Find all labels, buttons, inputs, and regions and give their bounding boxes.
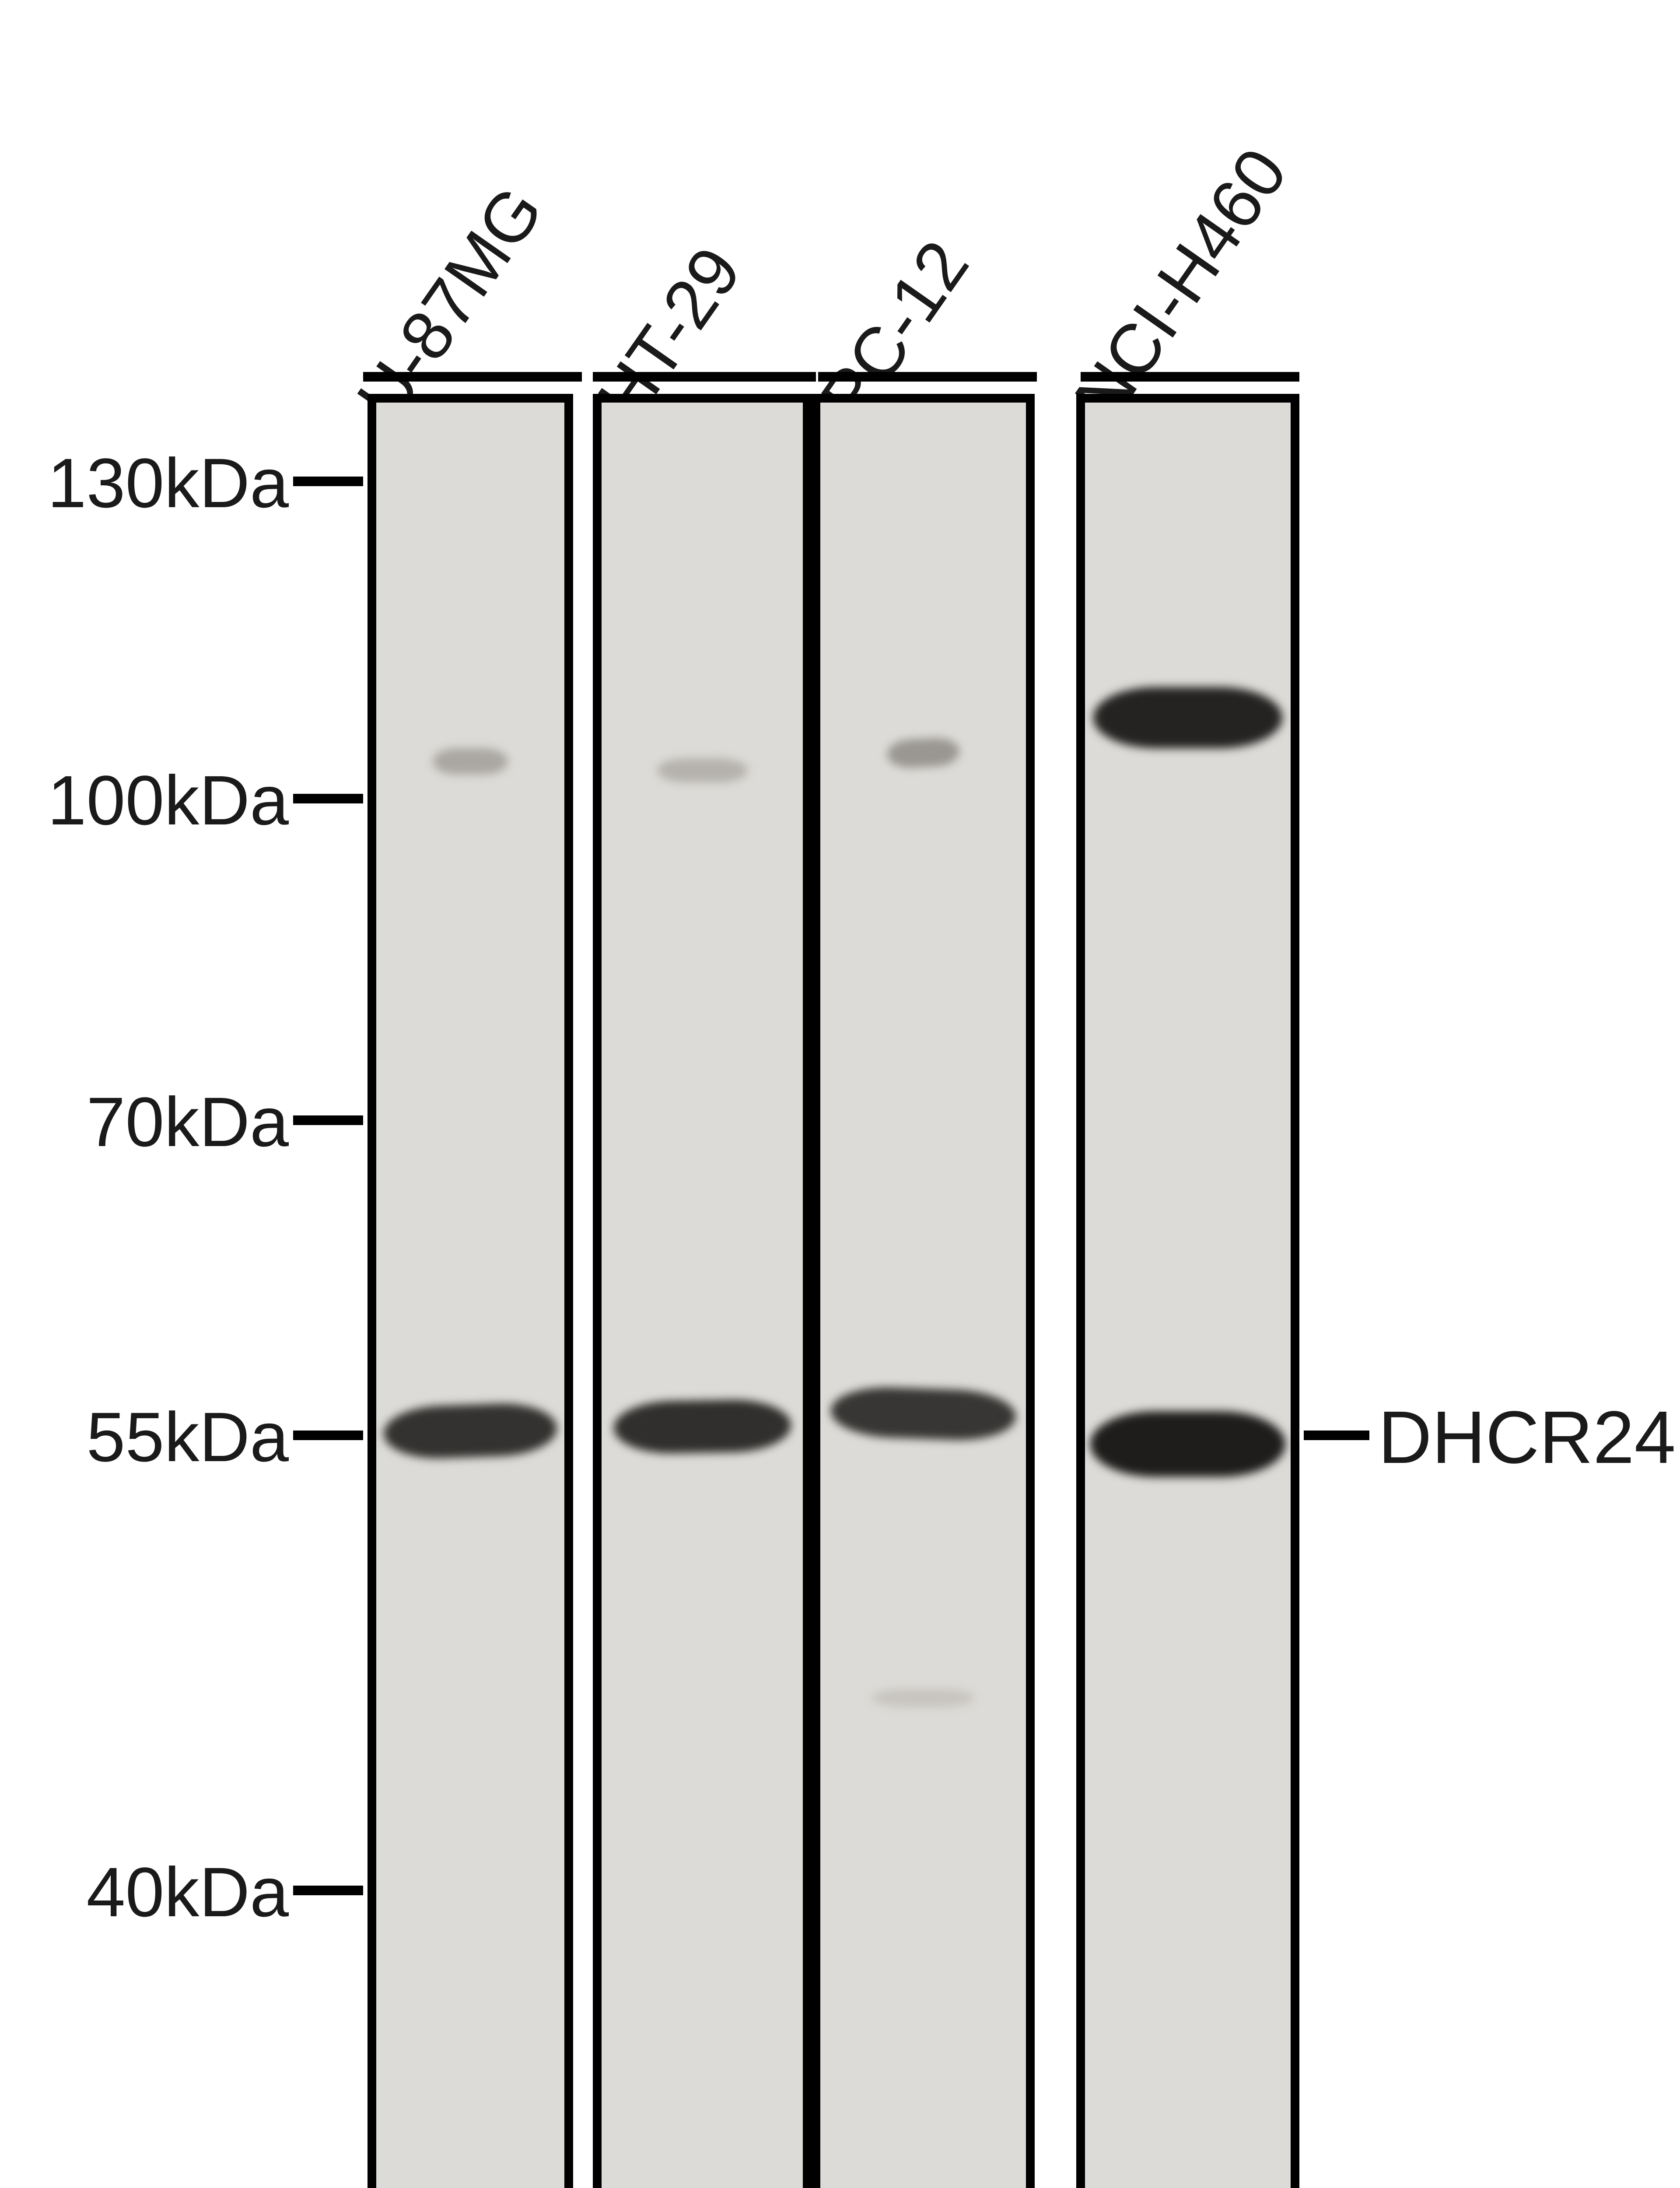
mw-label-2: 70kDa: [87, 1082, 289, 1162]
mw-label-3: 55kDa: [87, 1397, 289, 1477]
mw-tick-1: [293, 794, 363, 803]
band-3: [657, 758, 748, 782]
band-8: [1093, 687, 1282, 748]
band-1: [433, 748, 508, 775]
lane-underline-2: [818, 372, 1037, 382]
western-blot-figure: U-87MG HT-29 PC-12 NCI-H460 130kDa 100kD…: [0, 0, 1680, 2188]
target-label: DHCR24: [1378, 1395, 1676, 1480]
band-7: [1090, 1411, 1286, 1477]
band-2: [613, 1399, 791, 1454]
band-6: [872, 1689, 975, 1707]
target-tick: [1304, 1431, 1369, 1440]
mw-label-0: 130kDa: [48, 443, 289, 523]
mw-tick-3: [293, 1431, 363, 1440]
mw-tick-4: [293, 1886, 363, 1895]
lane-underline-3: [1081, 372, 1299, 382]
lane-underline-0: [363, 372, 582, 382]
mw-label-1: 100kDa: [48, 760, 289, 841]
mw-label-4: 40kDa: [87, 1852, 289, 1932]
lane-underline-1: [593, 372, 816, 382]
lane-panel-1: [593, 394, 812, 2188]
mw-tick-0: [293, 477, 363, 486]
lane-panel-2: [812, 394, 1035, 2188]
lane-label-3: NCI-H460: [1058, 134, 1303, 435]
lane-panel-0: [368, 394, 573, 2188]
mw-label-5: 35kDa: [87, 2176, 289, 2188]
mw-tick-2: [293, 1115, 363, 1125]
lane-panel-3: [1076, 394, 1299, 2188]
